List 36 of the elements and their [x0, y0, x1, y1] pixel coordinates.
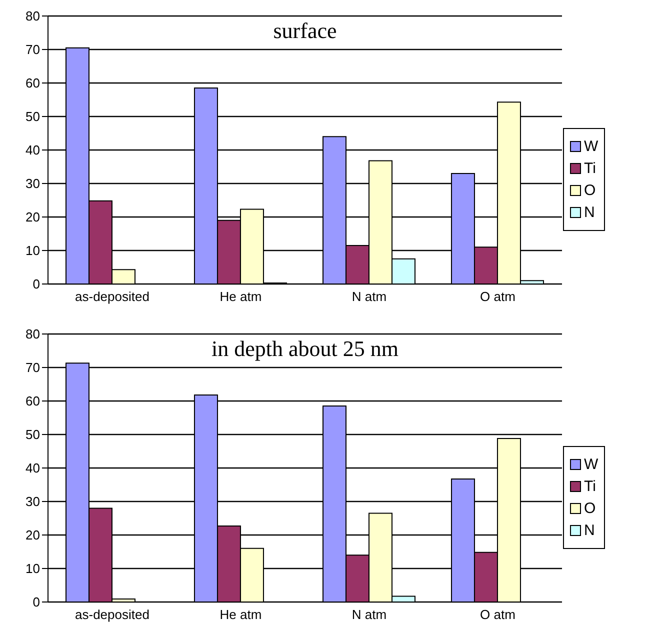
x-tick-label: as-deposited	[75, 289, 150, 304]
x-tick-label: O atm	[480, 607, 516, 622]
y-tick-label: 0	[32, 276, 40, 292]
y-tick-label: 20	[26, 528, 40, 543]
y-tick-label: 30	[26, 494, 40, 510]
y-tick-label: 80	[26, 8, 40, 24]
y-tick-label: 10	[26, 243, 40, 258]
legend-label: Ti	[584, 160, 596, 177]
y-tick-label: 70	[26, 42, 40, 58]
legend-label: N	[584, 522, 595, 539]
x-tick-label: as-deposited	[75, 607, 150, 622]
y-tick-label: 60	[26, 76, 40, 91]
legend-label: W	[584, 456, 598, 473]
x-tick-label: He atm	[220, 289, 262, 304]
y-tick-label: 40	[26, 142, 40, 158]
legend-label: N	[584, 204, 595, 221]
y-tick-label: 0	[32, 594, 40, 610]
y-tick-label: 20	[26, 210, 40, 225]
x-tick-label: N atm	[352, 289, 387, 304]
x-tick-label: N atm	[352, 607, 387, 622]
legend-label: W	[584, 138, 598, 155]
legend-label: O	[584, 500, 596, 517]
chart-title: in depth about 25 nm	[210, 336, 400, 362]
y-tick-label: 30	[26, 176, 40, 192]
y-tick-label: 40	[26, 460, 40, 476]
y-tick-label: 50	[26, 427, 40, 442]
y-tick-label: 50	[26, 109, 40, 124]
chart-title: surface	[272, 18, 338, 44]
x-tick-label: O atm	[480, 289, 516, 304]
legend-label: O	[584, 182, 596, 199]
x-tick-label: He atm	[220, 607, 262, 622]
y-tick-label: 60	[26, 394, 40, 409]
legend-label: Ti	[584, 478, 596, 495]
y-tick-label: 10	[26, 561, 40, 576]
y-tick-label: 80	[26, 326, 40, 342]
y-tick-label: 70	[26, 360, 40, 376]
